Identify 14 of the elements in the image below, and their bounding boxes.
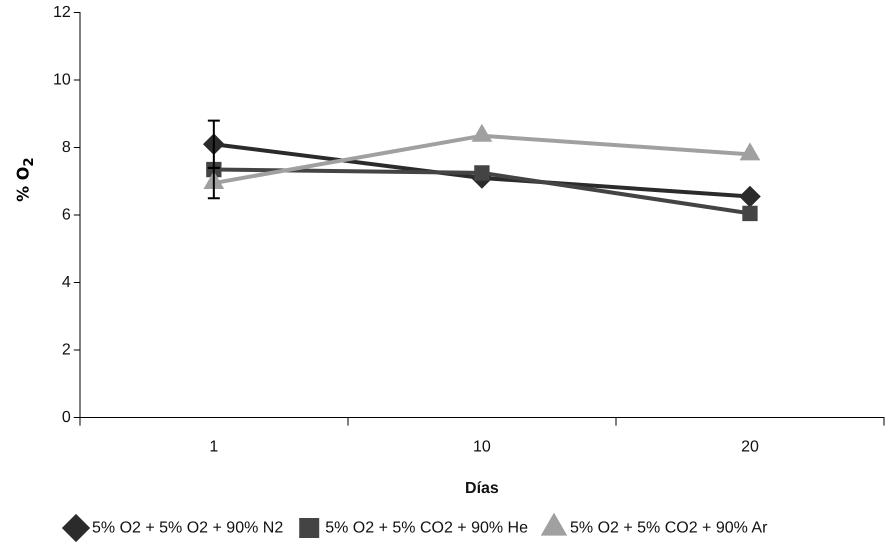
y-tick-label: 4 bbox=[62, 274, 71, 292]
y-tick-label: 8 bbox=[62, 139, 71, 156]
x-tick-label: 20 bbox=[741, 438, 759, 456]
x-axis-title: Días bbox=[465, 480, 499, 497]
y-tick-label: 0 bbox=[62, 409, 71, 426]
y-tick-label: 2 bbox=[62, 342, 71, 359]
legend-label: 5% O2 + 5% CO2 + 90% He bbox=[325, 519, 528, 536]
y-tick-label: 10 bbox=[53, 72, 71, 89]
legend-label: 5% O2 + 5% CO2 + 90% Ar bbox=[570, 519, 768, 536]
x-tick-label: 10 bbox=[473, 438, 491, 456]
x-tick-label: 1 bbox=[209, 438, 218, 456]
legend-label: 5% O2 + 5% O2 + 90% N2 bbox=[92, 519, 284, 536]
y-tick-label: 6 bbox=[62, 206, 71, 224]
y-tick-label: 12 bbox=[53, 4, 71, 22]
